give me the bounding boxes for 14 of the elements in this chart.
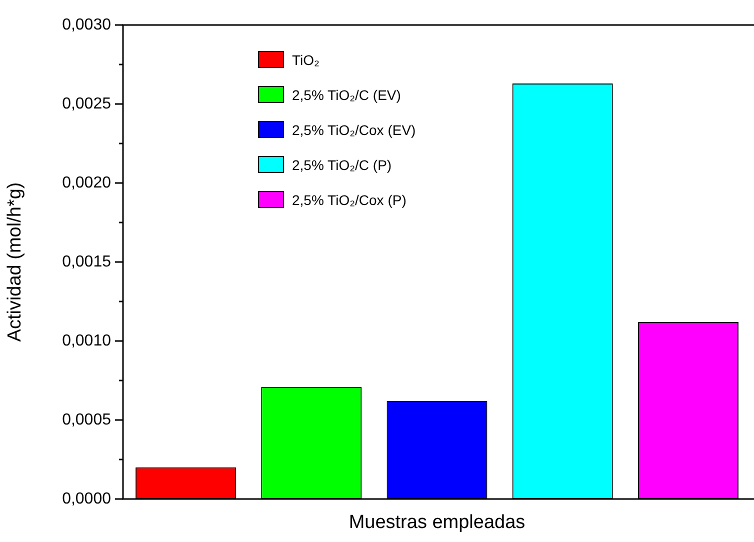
y-tick-label: 0,0025 bbox=[62, 95, 112, 112]
legend-label: 2,5% TiO₂/C (EV) bbox=[292, 86, 401, 104]
y-tick-label: 0,0000 bbox=[62, 490, 112, 508]
legend-label: 2,5% TiO₂/Cox (EV) bbox=[292, 120, 416, 140]
y-tick-label: 0,0020 bbox=[62, 174, 112, 192]
y-tick-label: 0,0015 bbox=[62, 253, 112, 270]
y-tick-label: 0,0030 bbox=[62, 16, 112, 34]
y-tick-label: 0,0010 bbox=[62, 332, 112, 350]
y-tick-label: 0,0005 bbox=[62, 411, 112, 428]
x-axis-title: Muestras empleadas bbox=[348, 512, 526, 533]
y-axis-title: Actividad (mol/h*g) bbox=[4, 182, 26, 342]
legend-label: 2,5% TiO₂/C (P) bbox=[292, 156, 392, 174]
legend-label: 2,5% TiO₂/Cox (P) bbox=[292, 190, 406, 210]
legend-label: TiO₂ bbox=[292, 50, 320, 70]
